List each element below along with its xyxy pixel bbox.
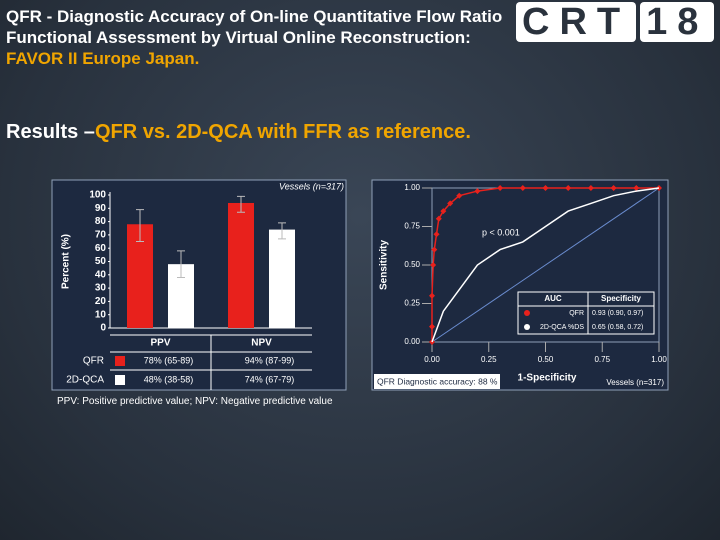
y-tick-label: 0.50 [404, 260, 420, 269]
x-tick-label: 0.75 [594, 355, 610, 364]
error-bar [177, 250, 185, 278]
x-tick-label: 0.50 [538, 355, 554, 364]
title-highlight: FAVOR II Europe Japan. [6, 49, 200, 68]
logo: CRT 18 [516, 2, 715, 42]
point [519, 185, 526, 191]
point [565, 185, 572, 191]
y-tick-label: 10 [95, 309, 107, 320]
point [429, 292, 435, 299]
caption: QFR Diagnostic accuracy: 88 % [377, 376, 498, 386]
error-bar [237, 195, 245, 213]
point [587, 185, 594, 191]
point [435, 215, 442, 222]
note: Vessels (n=317) [606, 378, 664, 387]
point [447, 200, 454, 207]
y-tick-label: 0.75 [404, 222, 420, 231]
y-tick-label: 80 [95, 216, 107, 227]
legend-box [517, 291, 655, 335]
table-value: 74% (67-79) [245, 374, 295, 384]
caption-box [374, 374, 500, 389]
y-axis-label: Percent (%) [61, 234, 72, 289]
table-header: NPV [251, 338, 272, 349]
x-tick-label: 0.00 [424, 355, 440, 364]
table-header: PPV [150, 338, 170, 349]
x-axis-label: 1-Specificity [518, 373, 577, 384]
point [429, 323, 435, 330]
point [440, 208, 447, 215]
legend-value: 0.93 (0.90, 0.97) [592, 310, 643, 317]
error-bar [136, 209, 144, 243]
x-tick-label: 1.00 [651, 355, 667, 364]
point [542, 185, 549, 191]
y-tick-label: 60 [95, 243, 107, 254]
reference-line [431, 187, 660, 343]
y-tick-label: 50 [95, 256, 107, 267]
table-value: 94% (87-99) [245, 355, 295, 365]
slide-subtitle: Results –QFR vs. 2D-QCA with FFR as refe… [6, 121, 471, 144]
point [456, 192, 463, 199]
y-tick-label: 40 [95, 269, 107, 280]
legend-label: QFR [569, 310, 584, 317]
subtitle-highlight: QFR vs. 2D-QCA with FFR as reference. [94, 121, 471, 143]
table-value: 48% (38-58) [144, 374, 194, 384]
legend-label: QFR [83, 356, 104, 367]
bar [269, 229, 295, 328]
logo-part: 18 [640, 2, 715, 42]
legend-swatch [115, 375, 125, 385]
y-tick-label: 0.00 [404, 337, 420, 346]
y-tick-label: 1.00 [404, 183, 420, 192]
error-bar [278, 222, 286, 240]
legend-label: 2D-QCA [66, 375, 104, 386]
annotation: p < 0.001 [482, 227, 520, 237]
legend-swatch [115, 356, 125, 366]
y-tick-label: 20 [95, 296, 107, 307]
table-value: 78% (65-89) [144, 355, 194, 365]
bar [228, 202, 254, 328]
point [474, 188, 481, 195]
legend-marker [524, 324, 530, 330]
legend-label: 2D-QCA %DS [540, 324, 584, 331]
y-tick-label: 100 [89, 190, 106, 201]
y-tick-label: 30 [95, 283, 107, 294]
annotation: Vessels (n=317) [279, 181, 344, 191]
slide-title: QFR - Diagnostic Accuracy of On-line Qua… [6, 6, 506, 69]
logo-part: CRT [516, 2, 637, 42]
roc-curve [431, 187, 660, 343]
point [431, 246, 438, 253]
legend-header: Specificity [601, 294, 642, 303]
point [633, 185, 640, 191]
point [497, 185, 504, 191]
legend-value: 0.65 (0.58, 0.72) [592, 324, 643, 331]
point [430, 262, 437, 268]
y-tick-label: 0.25 [404, 299, 420, 308]
point [610, 185, 617, 191]
bar-panel [51, 179, 347, 391]
footnote: PPV: Positive predictive value; NPV: Neg… [57, 396, 333, 407]
legend-header: AUC [544, 294, 562, 303]
y-tick-label: 90 [95, 203, 107, 214]
y-tick-label: 0 [100, 323, 106, 334]
x-tick-label: 0.25 [481, 355, 497, 364]
point [433, 231, 440, 238]
y-axis-label: Sensitivity [379, 240, 390, 290]
y-tick-label: 70 [95, 230, 107, 241]
legend-marker [524, 310, 530, 316]
subtitle-text: Results – [6, 121, 95, 143]
title-text: QFR - Diagnostic Accuracy of On-line Qua… [6, 7, 503, 47]
